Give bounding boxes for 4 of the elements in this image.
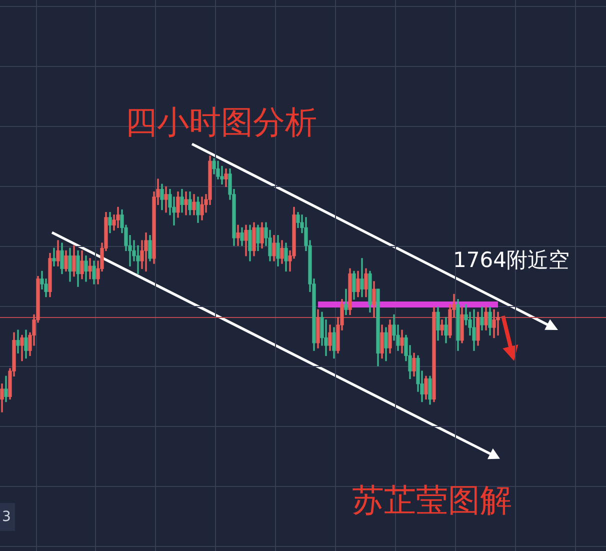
text: 苏芷莹图解: [352, 481, 512, 519]
annotation: 1764附近空: [453, 248, 570, 272]
text: 3: [0, 503, 15, 531]
chart-title: 四小时图分析: [125, 103, 317, 141]
